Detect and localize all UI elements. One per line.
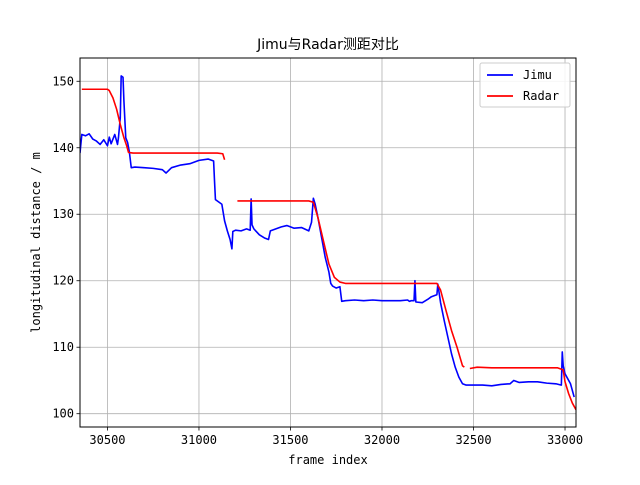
x-tick-label: 32500 — [455, 433, 491, 447]
y-tick-label: 140 — [52, 141, 74, 155]
plot-frame — [79, 57, 577, 428]
y-tick-label: 150 — [52, 74, 74, 88]
x-tick-label: 31000 — [181, 433, 217, 447]
series-line-radar — [81, 88, 226, 160]
y-axis-label: longitudinal distance / m — [29, 152, 43, 333]
y-tick-label: 130 — [52, 207, 74, 221]
x-tick-label: 30500 — [89, 433, 125, 447]
y-tick-label: 120 — [52, 274, 74, 288]
legend-label-radar: Radar — [523, 89, 559, 103]
legend: Jimu Radar — [479, 62, 571, 108]
x-axis-label: frame index — [288, 453, 367, 467]
y-tick-label: 100 — [52, 407, 74, 421]
series-layer — [80, 75, 576, 411]
grid-layer — [80, 58, 576, 427]
ticks-layer: 30500 31000 31500 32000 32500 33000 100 110 120 1… — [52, 74, 583, 447]
x-tick-label: 33000 — [547, 433, 583, 447]
chart-title: Jimu与Radar测距对比 — [256, 37, 399, 53]
series-line-radar — [469, 366, 576, 411]
x-tick-label: 31500 — [272, 433, 308, 447]
series-line-jimu — [80, 75, 575, 398]
series-line-radar — [237, 200, 465, 368]
y-tick-label: 110 — [52, 340, 74, 354]
legend-label-jimu: Jimu — [523, 68, 552, 82]
x-tick-label: 32000 — [364, 433, 400, 447]
